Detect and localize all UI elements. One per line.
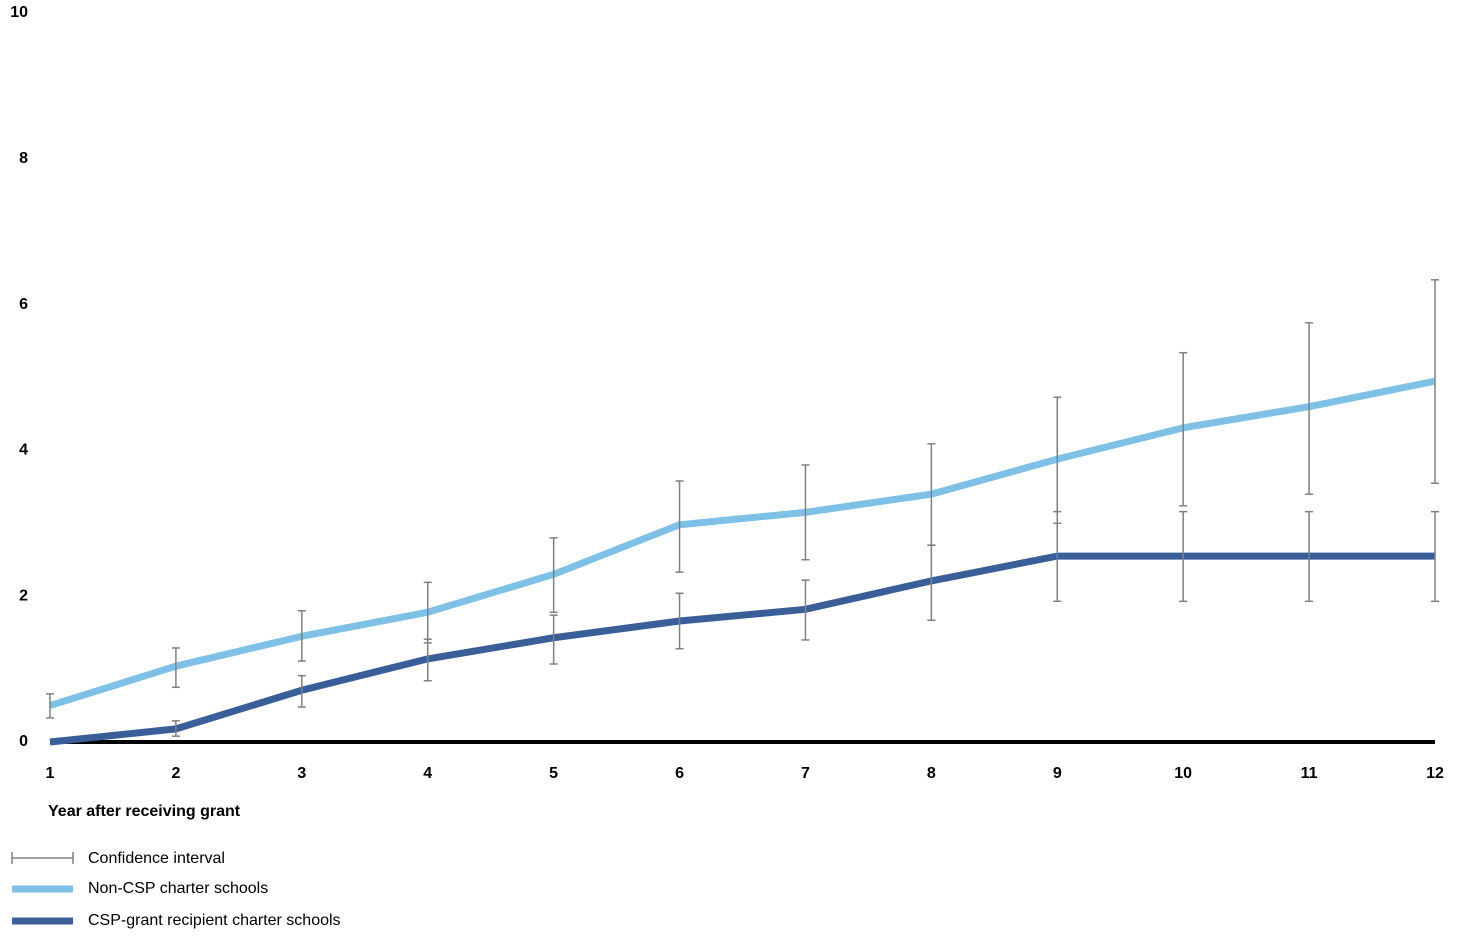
x-tick-label: 5 (549, 765, 558, 782)
error-bar (1305, 510, 1314, 603)
x-tick-label: 8 (927, 765, 936, 782)
x-tick-label: 6 (675, 765, 684, 782)
x-tick-label: 3 (297, 765, 306, 782)
x-axis-label: Year after receiving grant (48, 803, 241, 820)
error-bar (171, 647, 180, 689)
legend-label: CSP-grant recipient charter schools (88, 912, 341, 929)
error-bar (1431, 279, 1439, 484)
x-tick-label: 4 (423, 765, 432, 782)
x-tick-label: 10 (1174, 765, 1192, 782)
error-bar (171, 720, 180, 737)
error-bar (1053, 510, 1062, 603)
error-bar (675, 592, 684, 650)
x-tick-label: 12 (1426, 765, 1444, 782)
error-bar (675, 480, 684, 573)
error-bar (297, 610, 306, 662)
error-bar (801, 464, 810, 561)
series-line (49, 552, 1435, 746)
error-bar (927, 544, 936, 622)
y-tick-label: 10 (10, 4, 28, 21)
error-bar (1179, 510, 1188, 603)
error-bar (549, 537, 558, 613)
x-tick-label: 2 (171, 765, 180, 782)
y-tick-label: 6 (19, 296, 28, 313)
y-tick-label: 8 (19, 150, 28, 167)
error-bar (549, 614, 558, 665)
x-tick-label: 7 (801, 765, 810, 782)
legend-label: Confidence interval (88, 850, 225, 867)
error-bar (1431, 510, 1439, 603)
error-bar (1305, 322, 1314, 495)
error-bar (297, 674, 306, 708)
error-bar (801, 579, 810, 641)
legend-label: Non-CSP charter schools (88, 880, 268, 897)
error-bar (46, 693, 54, 719)
y-tick-label: 4 (19, 442, 28, 459)
x-tick-label: 1 (46, 765, 55, 782)
x-tick-label: 11 (1301, 765, 1318, 782)
x-tick-label: 9 (1053, 765, 1062, 782)
series-line (48, 377, 1436, 709)
y-tick-label: 2 (19, 587, 28, 604)
y-tick-label: 0 (19, 733, 28, 750)
error-bar (423, 638, 432, 682)
error-bar (1179, 351, 1188, 507)
